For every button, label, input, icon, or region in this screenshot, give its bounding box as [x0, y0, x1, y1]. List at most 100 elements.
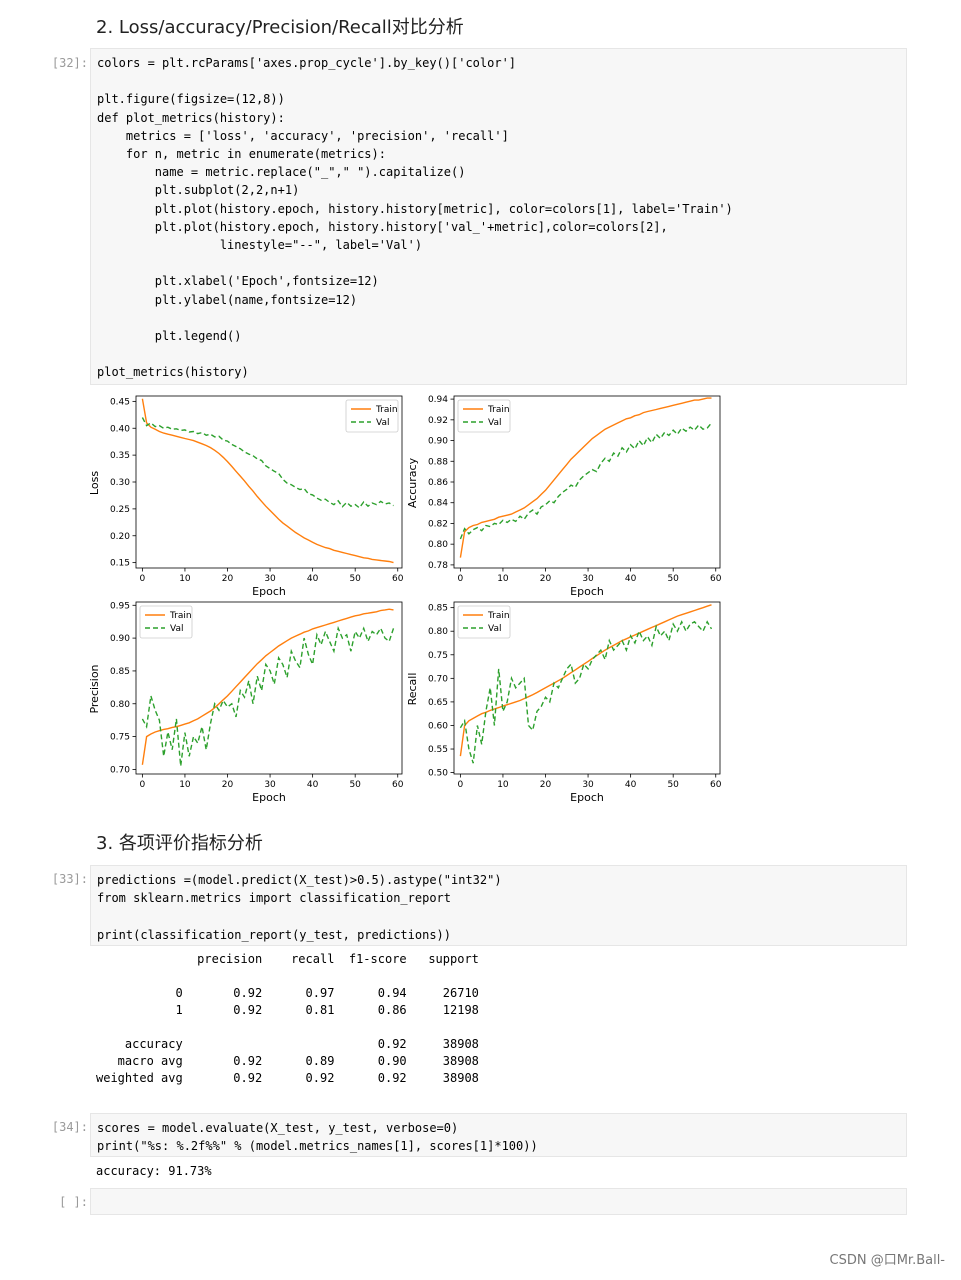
x-tick-label: 40 — [625, 574, 637, 584]
code-cell-34[interactable]: scores = model.evaluate(X_test, y_test, … — [90, 1113, 907, 1157]
y-tick-label: 0.88 — [428, 457, 448, 467]
y-tick-label: 0.70 — [428, 674, 448, 684]
code-text-33[interactable]: predictions =(model.predict(X_test)>0.5)… — [97, 873, 502, 942]
section-title-comparison: 2. Loss/accuracy/Precision/Recall对比分析 — [96, 17, 464, 38]
y-tick-label: 0.75 — [428, 651, 448, 661]
y-tick-label: 0.85 — [428, 604, 448, 614]
accuracy-chart: 0 10 20 30 40 50 60 0.78 0.80 0.82 0.84 0.86 0.88 0.9… — [406, 395, 722, 598]
y-tick-label: 0.15 — [110, 559, 130, 569]
x-tick-label: 20 — [540, 574, 552, 584]
classification-report-output: precision recall f1-score support 0 0.92… — [96, 951, 479, 1087]
empty-code-cell[interactable] — [90, 1188, 907, 1215]
plot-frame — [453, 601, 721, 775]
x-tick-label: 50 — [349, 574, 361, 584]
legend-label-val: Val — [488, 624, 501, 634]
x-tick-label: 10 — [179, 574, 191, 584]
y-tick-label: 0.40 — [110, 424, 130, 434]
y-tick-label: 0.78 — [428, 561, 448, 571]
section-title-metrics: 3. 各项评价指标分析 — [96, 833, 263, 854]
y-tick-label: 0.85 — [110, 667, 130, 677]
x-tick-label: 40 — [625, 780, 637, 790]
series-line-train — [141, 608, 394, 765]
x-tick-label: 10 — [497, 780, 509, 790]
y-tick-label: 0.92 — [428, 416, 448, 426]
x-tick-label: 10 — [497, 574, 509, 584]
plot-frame — [135, 395, 403, 569]
x-tick-label: 60 — [392, 780, 404, 790]
x-tick-label: 60 — [710, 780, 722, 790]
x-tick-label: 40 — [307, 780, 319, 790]
watermark: CSDN @口Mr.Ball- — [829, 1253, 946, 1268]
y-tick-label: 0.86 — [428, 478, 448, 488]
x-tick-label: 50 — [349, 780, 361, 790]
code-cell-32[interactable]: colors = plt.rcParams['axes.prop_cycle']… — [90, 48, 907, 385]
y-tick-label: 0.35 — [110, 451, 130, 461]
plot-frame — [135, 601, 403, 775]
series-line-val — [459, 422, 713, 540]
x-tick-label: 0 — [140, 780, 146, 790]
x-tick-label: 0 — [458, 780, 464, 790]
code-cell-33[interactable]: predictions =(model.predict(X_test)>0.5)… — [90, 865, 907, 946]
legend-box — [457, 399, 511, 433]
x-tick-label: 50 — [667, 574, 679, 584]
legend-label-train: Train — [487, 405, 510, 415]
legend-label-train: Train — [169, 611, 192, 621]
x-axis-label: Epoch — [570, 585, 604, 598]
y-tick-label: 0.84 — [428, 499, 448, 509]
x-tick-label: 40 — [307, 574, 319, 584]
series-line-val — [141, 625, 395, 767]
cell-prompt-34: [34]: — [51, 1120, 88, 1134]
y-tick-label: 0.30 — [110, 478, 130, 488]
x-tick-label: 0 — [458, 574, 464, 584]
series-line-train — [459, 604, 712, 757]
legend-label-val: Val — [376, 418, 389, 428]
y-axis-label: Loss — [88, 471, 101, 495]
y-axis-label: Recall — [406, 673, 419, 706]
legend-box — [457, 605, 511, 639]
code-text-32[interactable]: colors = plt.rcParams['axes.prop_cycle']… — [97, 56, 733, 380]
x-axis-label: Epoch — [252, 791, 286, 804]
y-tick-label: 0.82 — [428, 519, 448, 529]
x-tick-label: 30 — [264, 780, 276, 790]
x-tick-label: 20 — [222, 574, 234, 584]
y-tick-label: 0.90 — [110, 634, 130, 644]
y-tick-label: 0.45 — [110, 397, 130, 407]
y-tick-label: 0.90 — [428, 437, 448, 447]
y-tick-label: 0.70 — [110, 765, 130, 775]
series-line-val — [459, 620, 713, 764]
y-axis-label: Accuracy — [406, 457, 419, 508]
y-tick-label: 0.94 — [428, 395, 448, 405]
y-tick-label: 0.20 — [110, 532, 130, 542]
series-line-val — [141, 417, 394, 509]
legend-box — [345, 399, 399, 433]
y-tick-label: 0.80 — [428, 540, 448, 550]
x-tick-label: 20 — [222, 780, 234, 790]
x-tick-label: 20 — [540, 780, 552, 790]
y-axis-label: Precision — [88, 664, 101, 713]
cell-prompt-empty: [ ]: — [59, 1195, 88, 1209]
recall-chart: 0 10 20 30 40 50 60 0.50 0.55 0.60 0.65 0.70 0.75 0.8… — [406, 601, 722, 804]
legend-box — [139, 605, 193, 639]
legend-label-val: Val — [488, 418, 501, 428]
x-tick-label: 30 — [582, 574, 594, 584]
output-text-34: accuracy: 91.73% — [96, 1164, 212, 1178]
x-tick-label: 0 — [140, 574, 146, 584]
output-text-33: precision recall f1-score support 0 0.92… — [96, 952, 479, 1085]
legend-label-val: Val — [170, 624, 183, 634]
accuracy-output: accuracy: 91.73% — [96, 1162, 212, 1180]
y-tick-label: 0.80 — [110, 700, 130, 710]
x-tick-label: 60 — [392, 574, 404, 584]
y-tick-label: 0.95 — [110, 601, 130, 611]
plot-frame — [453, 395, 721, 569]
y-tick-label: 0.50 — [428, 769, 448, 779]
y-tick-label: 0.75 — [110, 733, 130, 743]
x-tick-label: 60 — [710, 574, 722, 584]
x-tick-label: 30 — [264, 574, 276, 584]
y-tick-label: 0.65 — [428, 698, 448, 708]
code-text-34[interactable]: scores = model.evaluate(X_test, y_test, … — [97, 1121, 538, 1154]
legend-label-train: Train — [375, 405, 398, 415]
loss-chart: 0 10 20 30 40 50 60 0.15 0.20 0.25 0.30 0.35 0.40 0.4… — [88, 395, 404, 598]
cell-prompt-33: [33]: — [51, 872, 88, 886]
y-tick-label: 0.55 — [428, 745, 448, 755]
legend-label-train: Train — [487, 611, 510, 621]
